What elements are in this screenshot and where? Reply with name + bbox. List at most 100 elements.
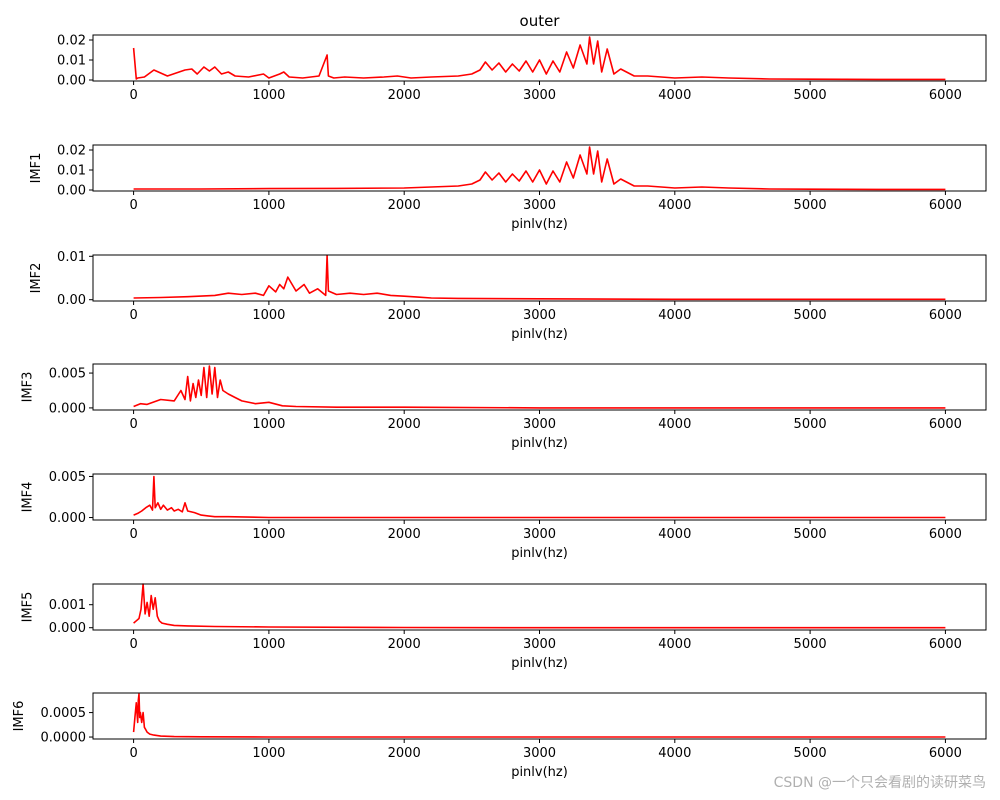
y-axis-label: IMF3: [21, 372, 36, 403]
x-tick-label: 5000: [794, 88, 827, 103]
y-tick-label: 0.00: [57, 184, 86, 199]
series-line: [133, 146, 946, 191]
subplot-7: 0 1000 2000 3000 4000 5000 6000 0.0000 0.0005 IMF…: [12, 692, 987, 780]
subplot-4: 0 1000 2000 3000 4000 5000 6000 0.000 0.005 IMF3 p…: [21, 363, 987, 451]
y-tick-label: 0.000: [49, 401, 86, 416]
x-tick-label: 2000: [388, 637, 421, 652]
x-axis-label: pinlv(hz): [511, 436, 568, 451]
x-tick-label: 0: [129, 527, 137, 542]
x-tick-label: 3000: [523, 527, 556, 542]
series-line: [133, 365, 946, 409]
x-tick-label: 5000: [794, 198, 827, 213]
x-tick-label: 5000: [794, 417, 827, 432]
x-tick-label: 6000: [929, 746, 962, 761]
x-tick-label: 1000: [252, 637, 285, 652]
y-tick-label: 0.0000: [41, 731, 87, 746]
x-tick-label: 3000: [523, 198, 556, 213]
y-tick-label: 0.02: [57, 144, 86, 159]
x-axis-label: pinlv(hz): [511, 546, 568, 561]
x-tick-label: 5000: [794, 527, 827, 542]
y-axis-label: IMF5: [21, 592, 36, 623]
x-axis-label: pinlv(hz): [511, 217, 568, 232]
x-tick-label: 6000: [929, 527, 962, 542]
chart-title: outer: [520, 12, 561, 30]
y-tick-label: 0.005: [49, 470, 86, 485]
x-tick-label: 3000: [523, 308, 556, 323]
y-tick-label: 0.01: [57, 54, 86, 69]
x-tick-label: 0: [129, 88, 137, 103]
x-tick-label: 5000: [794, 746, 827, 761]
x-tick-label: 1000: [252, 88, 285, 103]
x-tick-label: 2000: [388, 308, 421, 323]
series-line: [132, 36, 946, 81]
subplot-2: 0 1000 2000 3000 4000 5000 6000 0.00 0.01 0.02 IMF…: [29, 144, 987, 232]
x-tick-label: 2000: [388, 527, 421, 542]
x-tick-label: 5000: [794, 308, 827, 323]
x-tick-label: 1000: [252, 527, 285, 542]
y-tick-label: 0.01: [57, 250, 86, 265]
x-tick-label: 1000: [252, 198, 285, 213]
x-tick-label: 6000: [929, 417, 962, 432]
y-tick-label: 0.001: [49, 598, 86, 613]
x-tick-label: 6000: [929, 88, 962, 103]
x-tick-label: 0: [129, 417, 137, 432]
axes-frame: [92, 692, 987, 740]
x-tick-label: 4000: [658, 637, 691, 652]
series-line: [133, 583, 946, 629]
x-tick-label: 1000: [252, 308, 285, 323]
x-tick-label: 4000: [658, 746, 691, 761]
y-tick-label: 0.01: [57, 164, 86, 179]
y-axis-label: IMF2: [29, 263, 44, 294]
y-tick-label: 0.00: [57, 293, 86, 308]
x-tick-label: 2000: [388, 417, 421, 432]
x-tick-label: 1000: [252, 417, 285, 432]
x-tick-label: 4000: [658, 417, 691, 432]
x-tick-label: 3000: [523, 88, 556, 103]
x-tick-label: 3000: [523, 417, 556, 432]
x-tick-label: 3000: [523, 637, 556, 652]
y-tick-label: 0.000: [49, 511, 86, 526]
x-tick-label: 5000: [794, 637, 827, 652]
x-tick-label: 6000: [929, 198, 962, 213]
series-line: [132, 693, 946, 738]
x-tick-label: 0: [129, 637, 137, 652]
x-tick-label: 2000: [388, 88, 421, 103]
x-tick-label: 2000: [388, 198, 421, 213]
x-tick-label: 4000: [658, 527, 691, 542]
x-tick-label: 4000: [658, 198, 691, 213]
series-line: [133, 254, 946, 301]
x-tick-label: 0: [129, 198, 137, 213]
y-axis-label: IMF4: [21, 482, 36, 513]
axes-frame: [92, 144, 987, 192]
x-tick-label: 3000: [523, 746, 556, 761]
y-tick-label: 0.00: [57, 74, 86, 89]
x-axis-label: pinlv(hz): [511, 327, 568, 342]
watermark: CSDN @一个只会看剧的读研菜鸟: [773, 775, 986, 791]
x-tick-label: 4000: [658, 308, 691, 323]
x-tick-label: 0: [129, 308, 137, 323]
x-axis-label: pinlv(hz): [511, 765, 568, 780]
y-tick-label: 0.02: [57, 34, 86, 49]
x-tick-label: 0: [129, 746, 137, 761]
axes-frame: [92, 34, 987, 82]
subplot-5: 0 1000 2000 3000 4000 5000 6000 0.000 0.005 IMF4 p…: [21, 470, 987, 561]
subplot-6: 0 1000 2000 3000 4000 5000 6000 0.000 0.001 IMF5 p…: [21, 583, 987, 671]
series-line: [133, 475, 946, 519]
axes-frame: [92, 363, 987, 411]
axes-frame: [92, 583, 987, 631]
x-tick-label: 2000: [388, 746, 421, 761]
x-axis-label: pinlv(hz): [511, 656, 568, 671]
y-axis-label: IMF1: [29, 153, 44, 184]
x-tick-label: 6000: [929, 308, 962, 323]
axes-frame: [92, 473, 987, 521]
x-tick-label: 1000: [252, 746, 285, 761]
x-tick-label: 6000: [929, 637, 962, 652]
y-tick-label: 0.000: [49, 621, 86, 636]
subplot-1: 0 1000 2000 3000 4000 5000 6000 0.00 0.01 0.02 out…: [57, 12, 987, 103]
y-tick-label: 0.005: [49, 367, 86, 382]
y-tick-label: 0.0005: [41, 706, 87, 721]
y-axis-label: IMF6: [12, 701, 27, 732]
subplot-3: 0 1000 2000 3000 4000 5000 6000 0.00 0.01 IMF2 pin…: [29, 250, 987, 342]
x-tick-label: 4000: [658, 88, 691, 103]
